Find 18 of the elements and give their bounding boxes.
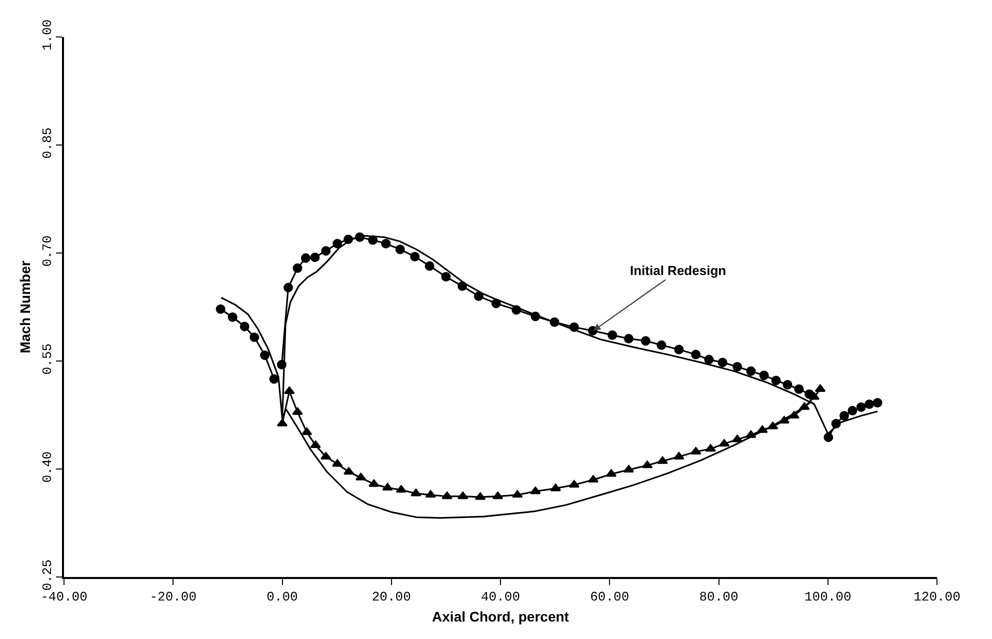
x-tick-label: 80.00 (699, 590, 738, 605)
y-axis-title: Mach Number (16, 260, 33, 354)
x-tick-label: 20.00 (372, 590, 411, 605)
y-tick-label: 1.00 (40, 19, 55, 51)
y-tick-label: 0.55 (40, 343, 55, 375)
y-tick-label: 0.25 (40, 559, 55, 591)
y-tick-label: 0.40 (40, 451, 55, 483)
x-tick-label: -40.00 (40, 590, 88, 605)
annotation: Initial Redesign (630, 263, 726, 278)
y-tick-label: 0.70 (40, 235, 55, 267)
y-tick-label: 0.85 (40, 127, 55, 159)
x-tick-label: 100.00 (804, 590, 852, 605)
x-tick-label: -20.00 (150, 590, 197, 605)
x-tick-label: 40.00 (480, 590, 520, 605)
x-tick-label: 60.00 (590, 590, 630, 605)
x-tick-label: 0.00 (266, 590, 298, 605)
x-tick-label: 120.00 (914, 590, 960, 605)
x-axis-title: Axial Chord, percent (432, 608, 570, 624)
